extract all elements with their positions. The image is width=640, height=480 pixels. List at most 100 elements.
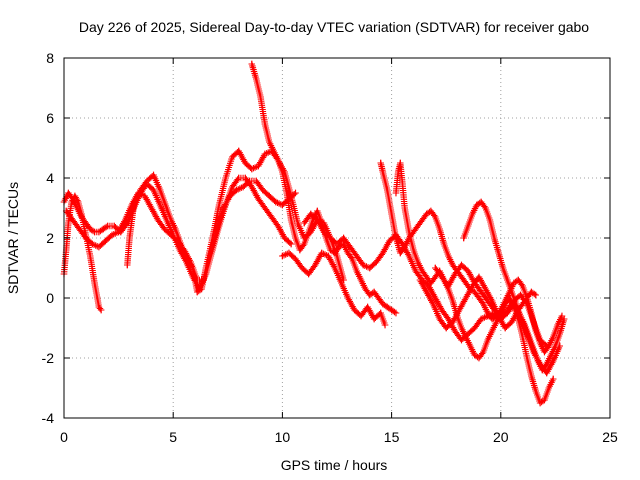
data-point <box>261 120 269 128</box>
data-point <box>519 282 526 290</box>
data-point <box>480 348 487 356</box>
data-point <box>493 318 500 326</box>
data-point <box>379 300 387 308</box>
data-point <box>370 288 378 296</box>
data-point <box>373 258 380 266</box>
y-tick-label: 6 <box>46 110 54 126</box>
data-point <box>344 294 352 302</box>
data-point <box>397 249 404 257</box>
data-point <box>100 225 107 233</box>
data-point <box>266 192 273 200</box>
data-point <box>414 258 422 266</box>
data-point <box>464 222 472 230</box>
data-point <box>427 279 435 287</box>
data-point <box>458 273 465 281</box>
data-point <box>362 285 369 293</box>
data-point <box>414 222 422 230</box>
data-point <box>305 228 312 236</box>
data-point <box>74 198 82 206</box>
axis-ticks: 0 5 10 15 20 25 -4 -2 0 2 4 6 8 <box>42 50 618 445</box>
data-point <box>377 309 384 317</box>
data-point <box>530 345 537 353</box>
data-point <box>252 177 260 185</box>
data-point <box>95 243 103 251</box>
data-point <box>248 165 256 173</box>
data-point <box>283 189 290 197</box>
y-tick-label: 0 <box>46 290 54 306</box>
data-point <box>451 327 459 335</box>
data-point <box>504 306 511 314</box>
data-point <box>285 249 293 257</box>
data-point <box>497 312 504 320</box>
data-point <box>523 354 531 362</box>
data-point <box>189 264 197 272</box>
data-point <box>274 222 282 230</box>
data-point <box>141 192 149 200</box>
data-point <box>176 237 183 245</box>
data-point <box>418 267 426 275</box>
data-point <box>270 147 277 155</box>
data-point <box>222 174 229 182</box>
data-point <box>298 264 306 272</box>
data-point <box>346 243 354 251</box>
data-point <box>292 234 299 242</box>
data-point <box>532 387 539 395</box>
data-point <box>344 249 352 257</box>
series-sat-f <box>279 249 389 329</box>
data-point <box>432 264 439 272</box>
data-point <box>458 261 465 269</box>
data-point <box>480 300 487 308</box>
data-point <box>510 297 518 305</box>
data-point <box>388 210 395 218</box>
data-point <box>161 225 168 233</box>
data-point <box>488 315 496 323</box>
data-point <box>436 315 443 323</box>
data-point <box>541 348 548 356</box>
data-point <box>301 240 308 248</box>
data-point <box>471 351 478 359</box>
data-point <box>543 369 550 377</box>
data-point <box>488 327 496 335</box>
data-point <box>471 324 478 332</box>
y-tick-label: 4 <box>46 170 54 186</box>
data-point <box>261 150 269 158</box>
data-point <box>504 276 511 284</box>
data-point <box>156 201 164 209</box>
data-point <box>87 225 94 233</box>
data-point <box>543 360 550 368</box>
data-point <box>392 309 400 317</box>
y-tick-label: -2 <box>42 350 55 366</box>
data-point <box>194 288 201 296</box>
data-point <box>445 252 452 260</box>
data-point <box>150 186 157 194</box>
data-point <box>379 168 387 176</box>
y-tick-label: -4 <box>42 410 55 426</box>
data-point <box>242 174 249 182</box>
data-point <box>534 357 542 365</box>
data-point <box>255 162 262 170</box>
data-point <box>495 249 502 257</box>
data-point <box>68 198 75 206</box>
data-point <box>228 183 236 191</box>
data-point <box>357 312 365 320</box>
data-point <box>198 285 205 293</box>
data-point <box>508 288 515 296</box>
data-point <box>257 93 264 101</box>
data-point <box>379 249 387 257</box>
data-point <box>392 234 400 242</box>
data-point <box>401 204 408 212</box>
chart-title: Day 226 of 2025, Sidereal Day-to-day VTE… <box>79 19 589 35</box>
data-point <box>235 147 242 155</box>
data-point <box>443 324 450 332</box>
data-point <box>547 351 555 359</box>
data-point <box>543 342 550 350</box>
data-point <box>338 279 345 287</box>
data-point <box>501 324 509 332</box>
data-point <box>410 246 417 254</box>
data-point <box>536 336 544 344</box>
data-marks <box>60 60 568 407</box>
data-point <box>477 288 485 296</box>
data-point <box>499 264 507 272</box>
data-point <box>462 333 470 341</box>
